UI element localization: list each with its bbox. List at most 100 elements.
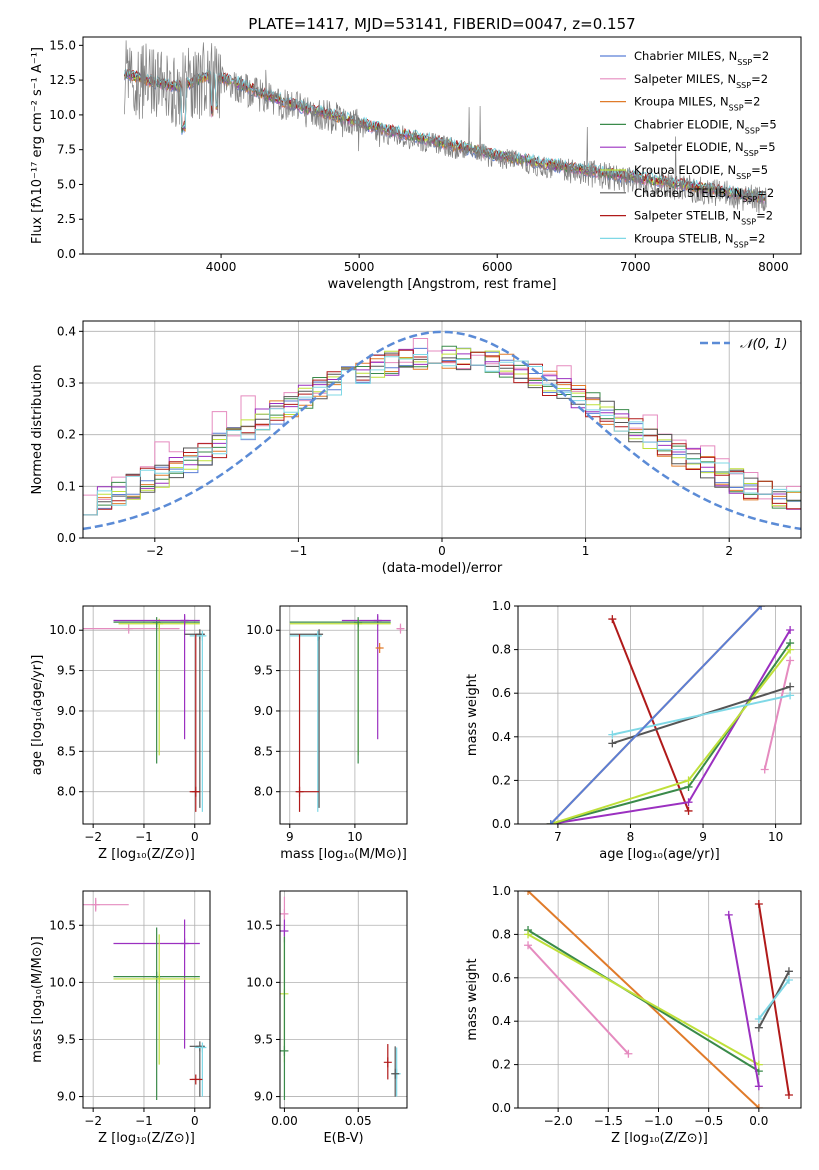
series-line-kroupa_stelib bbox=[758, 979, 790, 1020]
axes-frame bbox=[82, 36, 802, 255]
point-marker-salpeter_stelib bbox=[191, 786, 200, 797]
point-marker-chabrier_stelib bbox=[391, 1068, 400, 1079]
point-marker-chabrier_elodie bbox=[280, 1045, 289, 1056]
series-marker-kroupa_elodie bbox=[786, 645, 795, 654]
legend-label-kroupa_miles: Kroupa MILES, NSSP=2 bbox=[634, 95, 760, 113]
series-marker-salpeter_miles bbox=[524, 941, 533, 950]
series-marker-salpeter_elodie bbox=[724, 910, 733, 919]
point-marker-salpeter_elodie bbox=[280, 925, 289, 936]
series-marker-chabrier_stelib bbox=[608, 739, 617, 748]
series-marker-chabrier_stelib bbox=[784, 967, 793, 976]
y-tick-label: 8.5 bbox=[254, 744, 273, 758]
series-line-salpeter_miles bbox=[763, 660, 792, 770]
y-tick-label: 10.0 bbox=[246, 623, 273, 637]
legend-suffix: =2 bbox=[756, 209, 773, 223]
x-axis-label: Z [log₁₀(Z/Z⊙)] bbox=[611, 1131, 708, 1146]
y-axis-label: age [log₁₀(age/yr)] bbox=[30, 655, 45, 776]
x-axis-label: age [log₁₀(age/yr)] bbox=[599, 847, 720, 862]
x-tick-label: −2 bbox=[84, 830, 102, 844]
y-tick-label: 0.4 bbox=[492, 730, 511, 744]
y-tick-label: 7.5 bbox=[57, 143, 76, 157]
series-marker-salpeter_elodie bbox=[786, 625, 795, 634]
series-marker-chabrier_stelib bbox=[754, 1023, 763, 1032]
y-tick-label: 0.8 bbox=[492, 643, 511, 657]
x-tick-label: 9 bbox=[286, 830, 294, 844]
legend-sub: SSP bbox=[734, 240, 749, 249]
point-marker-salpeter_elodie bbox=[180, 938, 189, 949]
plot-area bbox=[289, 614, 405, 812]
legend-label-gaussian: 𝒩(0, 1) bbox=[740, 337, 787, 352]
legend-suffix: =2 bbox=[757, 186, 774, 200]
point-marker-kroupa_stelib bbox=[313, 630, 322, 641]
y-tick-label: 1.0 bbox=[492, 884, 511, 898]
point-marker-kroupa_elodie bbox=[155, 973, 164, 984]
y-tick-label: 0.0 bbox=[57, 531, 76, 545]
x-axis-label: mass [log₁₀(M/M⊙)] bbox=[280, 847, 407, 862]
legend-label-kroupa_elodie: Kroupa ELODIE, NSSP=5 bbox=[634, 163, 768, 181]
legend-sub: SSP bbox=[742, 194, 757, 203]
point-marker-salpeter_miles bbox=[280, 908, 289, 919]
series-line-chabrier_miles bbox=[549, 606, 762, 824]
point-marker-kroupa_miles bbox=[75, 935, 83, 945]
legend-label-chabrier_elodie: Chabrier ELODIE, NSSP=5 bbox=[634, 117, 777, 135]
series-marker-salpeter_elodie bbox=[754, 1082, 763, 1091]
y-tick-label: 10.0 bbox=[246, 975, 273, 989]
y-tick-label: 10.0 bbox=[49, 108, 76, 122]
x-tick-label: 9 bbox=[699, 830, 707, 844]
weight-vs-age-axes: 7 8 9 10 0.0 0.2 0.4 0.6 0.8 1.0 age [log₁₀(age/yr… bbox=[465, 599, 802, 862]
x-tick-label: 7000 bbox=[620, 260, 651, 274]
x-tick-label: 2 bbox=[725, 544, 733, 558]
point-marker-kroupa_stelib bbox=[198, 630, 207, 641]
series-marker-salpeter_miles bbox=[786, 656, 795, 665]
y-tick-label: 10.0 bbox=[49, 975, 76, 989]
x-tick-label: −1.0 bbox=[644, 1114, 673, 1128]
y-tick-label: 9.5 bbox=[57, 664, 76, 678]
y-tick-label: 0.0 bbox=[492, 1101, 511, 1115]
series-marker-kroupa_stelib bbox=[608, 730, 617, 739]
x-tick-label: 6000 bbox=[482, 260, 513, 274]
y-tick-label: 9.0 bbox=[57, 704, 76, 718]
series-marker-salpeter_stelib bbox=[684, 806, 693, 815]
x-tick-label: 1 bbox=[582, 544, 590, 558]
plot-area bbox=[83, 330, 801, 531]
point-marker-salpeter_stelib bbox=[295, 786, 304, 797]
point-marker-chabrier_elodie bbox=[354, 617, 363, 628]
plot-area bbox=[546, 606, 795, 824]
y-tick-label: 8.0 bbox=[57, 785, 76, 799]
point-marker-chabrier_stelib bbox=[315, 629, 324, 640]
y-tick-label: 0.1 bbox=[57, 479, 76, 493]
series-line-salpeter_miles bbox=[527, 944, 630, 1055]
y-tick-label: 9.0 bbox=[254, 704, 273, 718]
point-marker-kroupa_miles bbox=[375, 642, 384, 653]
plot-area bbox=[123, 40, 767, 214]
legend-suffix: =2 bbox=[744, 95, 761, 109]
x-tick-label: −1.5 bbox=[594, 1114, 623, 1128]
x-tick-label: 0 bbox=[438, 544, 446, 558]
legend-sub: SSP bbox=[744, 149, 759, 158]
series-marker-kroupa_stelib bbox=[784, 975, 793, 984]
series-line-salpeter_elodie bbox=[727, 914, 760, 1087]
x-tick-label: 10 bbox=[347, 830, 362, 844]
x-tick-label: −2 bbox=[84, 1114, 102, 1128]
y-tick-label: 10.5 bbox=[49, 918, 76, 932]
series-marker-salpeter_miles bbox=[624, 1049, 633, 1058]
x-tick-label: 0 bbox=[191, 830, 199, 844]
y-tick-label: 5.0 bbox=[57, 177, 76, 191]
series-marker-chabrier_miles bbox=[757, 606, 766, 610]
x-tick-label: 8000 bbox=[758, 260, 789, 274]
x-axis-label: E(B-V) bbox=[323, 1131, 363, 1146]
axes-frame bbox=[279, 890, 408, 1109]
legend-label-chabrier_stelib: Chabrier STELIB, NSSP=2 bbox=[634, 186, 774, 204]
age-vs-Z-axes: −2 −1 0 8.0 8.5 9.0 9.5 10.0 Z [log₁₀(Z/Z⊙)] age … bbox=[30, 605, 211, 862]
x-axis-label: wavelength [Angstrom, rest frame] bbox=[328, 277, 557, 292]
x-tick-label: −2.0 bbox=[544, 1114, 573, 1128]
series-marker-kroupa_stelib bbox=[754, 1015, 763, 1024]
series-line-salpeter_elodie bbox=[550, 629, 791, 824]
y-tick-label: 10.5 bbox=[246, 918, 273, 932]
y-tick-label: 0.8 bbox=[492, 927, 511, 941]
residuals-axes: −2 −1 0 1 2 0.0 0.1 0.2 0.3 0.4 (data-model)/error… bbox=[30, 320, 802, 576]
x-axis-label: Z [log₁₀(Z/Z⊙)] bbox=[98, 847, 195, 862]
legend-suffix: =2 bbox=[749, 231, 766, 245]
y-tick-label: 9.5 bbox=[57, 1032, 76, 1046]
legend-suffix: =5 bbox=[759, 140, 776, 154]
